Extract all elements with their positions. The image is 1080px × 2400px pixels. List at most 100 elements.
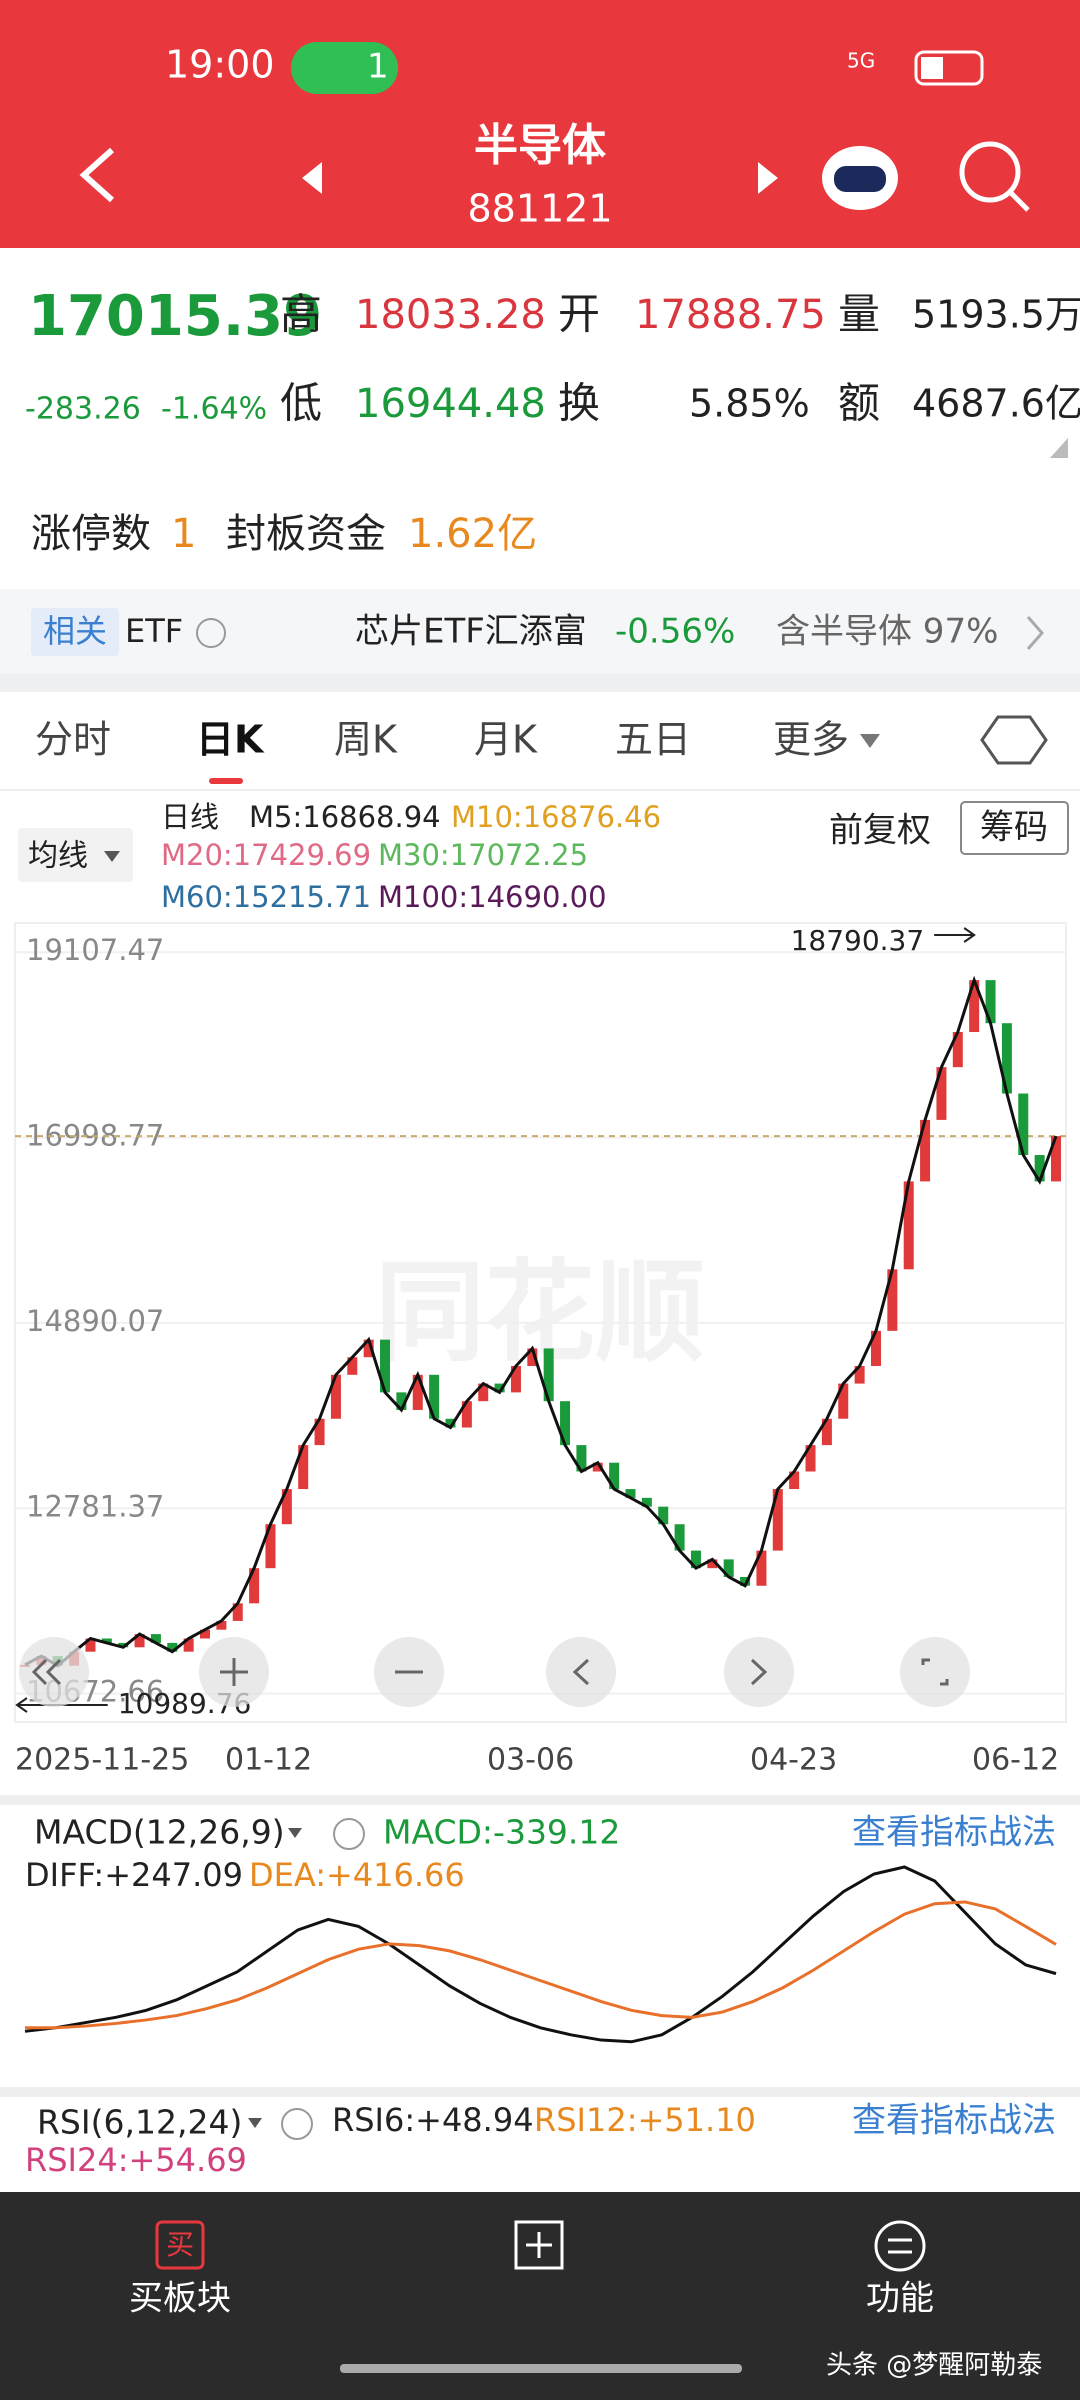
candle	[478, 1383, 489, 1402]
macd-value: MACD:-339.12	[383, 1813, 620, 1852]
candle	[674, 1524, 685, 1551]
candle	[772, 1489, 783, 1551]
y-tick-label: 14890.07	[26, 1304, 164, 1338]
macd-selector[interactable]: MACD(12,26,9)	[34, 1813, 285, 1852]
candle	[330, 1374, 341, 1419]
next[interactable]	[758, 162, 778, 194]
func-label[interactable]: 功能	[866, 2279, 934, 2319]
candle	[592, 1462, 603, 1472]
candle	[396, 1392, 407, 1410]
dropdown	[860, 734, 880, 748]
tab-underline	[209, 778, 243, 784]
chart-button[interactable]	[900, 1637, 970, 1707]
tab[interactable]: 更多	[773, 718, 849, 762]
arrow	[934, 927, 976, 943]
candle	[363, 1339, 374, 1358]
button-glyph	[921, 1658, 949, 1686]
candle	[903, 1181, 914, 1270]
value: 17888.75	[635, 292, 826, 338]
chart-buttons	[19, 1637, 970, 1707]
chart-button[interactable]	[724, 1637, 794, 1707]
candle	[445, 1418, 456, 1428]
header-bg	[0, 0, 1080, 248]
candle	[314, 1418, 325, 1446]
candle	[576, 1445, 587, 1472]
candle	[543, 1348, 554, 1402]
chart-button[interactable]	[19, 1637, 89, 1707]
info[interactable]	[333, 1818, 365, 1850]
separator	[0, 674, 1080, 692]
macd-chart	[24, 1865, 1057, 2044]
tab[interactable]: 分时	[35, 718, 111, 762]
candle	[85, 1638, 96, 1652]
candle	[249, 1568, 260, 1604]
value: 18033.28	[355, 292, 546, 338]
candle	[1034, 1155, 1045, 1182]
value: 1	[171, 511, 196, 557]
tab[interactable]: 月K	[474, 718, 538, 762]
candle	[200, 1629, 211, 1639]
chart-button[interactable]	[546, 1637, 616, 1707]
rsi-selector[interactable]: RSI(6,12,24)	[37, 2103, 242, 2142]
macd-link[interactable]: 查看指标战法	[852, 1813, 1056, 1853]
etf-holding: 含半导体 97%	[776, 612, 998, 652]
badge	[291, 42, 398, 94]
value: 5193.5万	[912, 293, 1080, 337]
candle	[952, 1031, 963, 1068]
info[interactable]	[281, 2108, 313, 2140]
prev[interactable]	[302, 162, 322, 194]
battery-level	[921, 57, 943, 79]
ma-selector[interactable]	[18, 828, 133, 882]
candle	[101, 1638, 112, 1643]
etf-change: -0.56%	[615, 612, 735, 652]
tab[interactable]: 日K	[196, 718, 265, 762]
candle	[150, 1634, 161, 1643]
candle	[118, 1642, 129, 1648]
label: 封板资金	[226, 511, 386, 557]
candle	[216, 1620, 227, 1630]
badge-count: 1	[367, 47, 389, 87]
chips-button[interactable]	[960, 801, 1069, 855]
candle	[609, 1462, 620, 1490]
candle	[969, 980, 980, 1032]
candle	[723, 1559, 734, 1577]
etf-bar[interactable]	[0, 589, 1080, 674]
candle	[281, 1489, 292, 1525]
info[interactable]	[196, 618, 226, 648]
search-handle	[1008, 190, 1030, 212]
code: 881121	[467, 187, 612, 231]
candle	[527, 1348, 538, 1367]
buy-icon[interactable]	[155, 2220, 205, 2270]
value: 4687.6亿	[912, 382, 1080, 426]
ma-legend: 日线 M5:16868.94 M10:16876.46 M20:17429.69 M30…	[161, 800, 661, 914]
logo-watermark: 同花顺	[375, 1248, 705, 1376]
x-tick-label: 03-06	[487, 1743, 574, 1778]
adjust[interactable]: 前复权	[829, 811, 931, 851]
rsi-link[interactable]: 查看指标战法	[852, 2101, 1056, 2141]
value: 1.62亿	[408, 511, 537, 557]
button-glyph	[750, 1658, 768, 1686]
battery	[914, 50, 984, 86]
tab[interactable]: 五日	[615, 718, 691, 762]
candle	[641, 1497, 652, 1507]
y-tick-label: 19107.47	[26, 933, 164, 967]
label: 开	[558, 290, 600, 339]
buy-label[interactable]: 买板块	[129, 2279, 231, 2319]
func-lines	[888, 2238, 912, 2254]
tab[interactable]: 周K	[334, 718, 398, 762]
plus	[526, 2232, 552, 2258]
add-icon[interactable]	[514, 2220, 564, 2270]
back[interactable]	[79, 147, 114, 203]
search[interactable]	[959, 141, 1021, 203]
tag: 相关	[43, 612, 107, 650]
settings[interactable]	[980, 715, 1048, 765]
change-pct: -1.64%	[161, 392, 267, 427]
network: 5G	[847, 49, 875, 73]
label: 换	[558, 379, 600, 428]
func-icon[interactable]	[874, 2220, 926, 2272]
rsi24: RSI24:+54.69	[25, 2141, 247, 2179]
dropdown	[104, 851, 120, 862]
chips: 筹码	[980, 808, 1048, 848]
candle	[134, 1634, 145, 1648]
candle	[232, 1603, 243, 1621]
